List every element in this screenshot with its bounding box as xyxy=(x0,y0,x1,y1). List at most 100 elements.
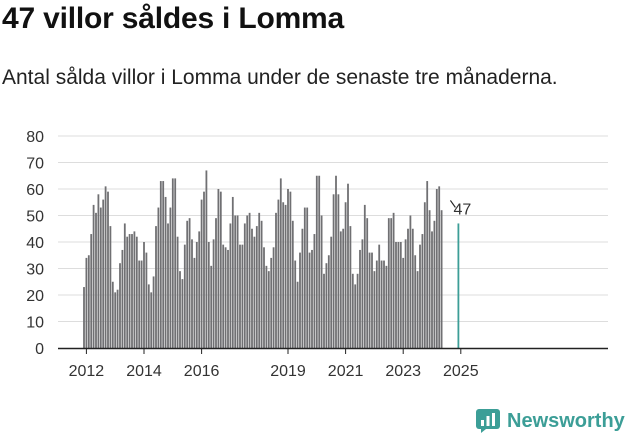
bar xyxy=(428,210,431,348)
bar xyxy=(361,239,364,348)
bar xyxy=(219,191,222,348)
bar xyxy=(342,228,345,348)
bar xyxy=(368,252,371,348)
bar xyxy=(337,194,340,348)
bar xyxy=(169,207,172,348)
bar xyxy=(433,220,436,348)
bar xyxy=(289,191,292,348)
bar xyxy=(258,212,261,348)
bar xyxy=(313,234,316,348)
bar xyxy=(267,271,270,348)
bar xyxy=(270,257,273,348)
bar xyxy=(414,255,417,348)
bar xyxy=(191,239,193,348)
annotations: 47 xyxy=(449,200,471,218)
bar xyxy=(102,199,105,348)
bar xyxy=(121,249,124,348)
bar xyxy=(176,236,179,348)
bar xyxy=(325,263,328,348)
bar xyxy=(282,202,285,348)
bar xyxy=(203,191,205,348)
bar xyxy=(306,207,309,348)
x-axis-ticks: 2012 2014 2016 2019 2021 2023 2025 xyxy=(69,348,479,380)
bar xyxy=(234,215,237,348)
bar xyxy=(440,210,443,348)
bar xyxy=(347,183,349,348)
brand-logo-lockup: Newsworthy xyxy=(476,406,625,436)
bar xyxy=(301,228,304,348)
bar xyxy=(145,252,148,348)
bar xyxy=(402,257,405,348)
y-tick-label: 0 xyxy=(35,341,44,358)
bar xyxy=(371,252,373,348)
bar xyxy=(157,207,160,348)
bar xyxy=(200,199,203,348)
bar xyxy=(380,260,383,348)
bar xyxy=(236,215,239,348)
y-tick-label: 30 xyxy=(26,262,44,279)
bar xyxy=(287,189,289,348)
x-tick-label: 2025 xyxy=(443,363,479,380)
bar xyxy=(255,226,258,348)
bar xyxy=(294,260,297,348)
x-tick-label: 2016 xyxy=(184,363,220,380)
bar xyxy=(159,181,162,348)
bar xyxy=(147,284,150,348)
bar xyxy=(435,189,438,348)
bar xyxy=(183,244,186,348)
bar xyxy=(339,231,342,348)
page-title: 47 villor såldes i Lomma xyxy=(2,2,345,35)
bar xyxy=(349,226,352,348)
bar xyxy=(131,234,133,348)
bar xyxy=(239,244,241,348)
x-tick-label: 2023 xyxy=(385,363,421,380)
x-tick-label: 2014 xyxy=(126,363,162,380)
bar xyxy=(135,236,138,348)
bar xyxy=(222,244,225,348)
bar xyxy=(395,242,397,348)
bar xyxy=(404,239,407,348)
bar xyxy=(315,175,318,348)
bar xyxy=(164,196,167,348)
x-tick-label: 2021 xyxy=(328,363,364,380)
bar xyxy=(363,204,366,348)
y-axis-ticks: 0 10 20 30 40 50 60 70 80 xyxy=(26,129,44,358)
bar xyxy=(375,260,378,348)
bar xyxy=(174,178,177,348)
bar xyxy=(116,289,119,348)
y-tick-label: 40 xyxy=(26,235,44,252)
bar xyxy=(114,292,117,348)
bar xyxy=(253,236,256,348)
bar xyxy=(224,247,227,348)
bar-latest xyxy=(457,223,460,348)
bar xyxy=(227,249,229,348)
bar xyxy=(95,212,97,348)
bar xyxy=(107,191,109,348)
x-tick-label: 2019 xyxy=(270,363,306,380)
y-tick-label: 10 xyxy=(26,315,44,332)
bar xyxy=(330,236,333,348)
bar xyxy=(263,247,265,348)
bar xyxy=(265,265,268,348)
bar xyxy=(155,226,157,348)
brand-name: Newsworthy xyxy=(507,409,625,432)
bar xyxy=(171,178,174,348)
bar xyxy=(426,181,429,348)
bar xyxy=(291,220,294,348)
bar xyxy=(419,244,421,348)
bar xyxy=(385,265,388,348)
bar xyxy=(123,223,126,348)
bar xyxy=(387,218,390,348)
bar xyxy=(87,255,90,348)
bar xyxy=(438,186,441,348)
bar xyxy=(351,273,354,348)
bar xyxy=(392,212,395,348)
bar xyxy=(327,255,330,348)
bar xyxy=(299,252,301,348)
bar xyxy=(411,228,414,348)
bar xyxy=(83,287,85,348)
bar xyxy=(409,215,412,348)
bar xyxy=(99,207,102,348)
bar xyxy=(126,236,129,348)
bar xyxy=(243,223,246,348)
